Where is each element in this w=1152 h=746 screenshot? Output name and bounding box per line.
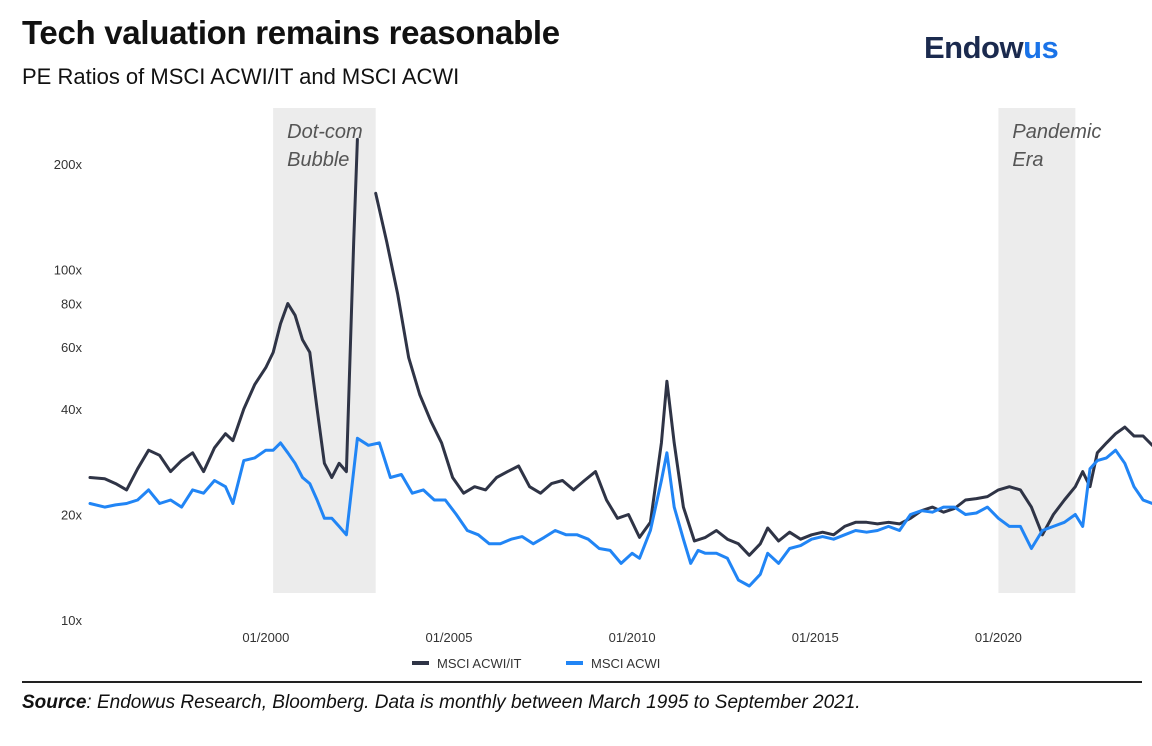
logo-part-2: us xyxy=(1023,30,1059,65)
y-tick-label-200x: 200x xyxy=(54,157,83,172)
source-label: Source xyxy=(22,692,87,713)
y-tick-label-40x: 40x xyxy=(61,402,82,417)
legend-label-1: MSCI ACWI/IT xyxy=(437,656,522,671)
chart-title: Tech valuation remains reasonable xyxy=(22,14,560,51)
x-tick-label-01-2005: 01/2005 xyxy=(425,630,472,645)
y-tick-label-80x: 80x xyxy=(61,296,82,311)
shaded-period-label-1-line-2: Bubble xyxy=(287,149,349,171)
x-tick-label-01-2000: 01/2000 xyxy=(242,630,289,645)
shaded-period-label-2-line-2: Era xyxy=(1012,149,1043,171)
logo-part-1: Endow xyxy=(924,30,1024,65)
source-text: : Endowus Research, Bloomberg. Data is m… xyxy=(86,692,861,713)
y-tick-label-60x: 60x xyxy=(61,340,82,355)
legend-label-2: MSCI ACWI xyxy=(591,656,660,671)
x-tick-label-01-2015: 01/2015 xyxy=(792,630,839,645)
y-tick-label-10x: 10x xyxy=(61,613,82,628)
shaded-period-1 xyxy=(273,108,376,593)
source-note: Source: Endowus Research, Bloomberg. Dat… xyxy=(22,692,861,714)
y-tick-label-100x: 100x xyxy=(54,262,83,277)
x-tick-label-01-2020: 01/2020 xyxy=(975,630,1022,645)
series-line-msci-acwi-it-segment-2 xyxy=(374,191,1152,557)
x-tick-label-01-2010: 01/2010 xyxy=(609,630,656,645)
series-line-msci-acwi-segment-1 xyxy=(88,436,1152,588)
shaded-period-2 xyxy=(998,108,1076,593)
y-tick-label-20x: 20x xyxy=(61,507,82,522)
footer-divider xyxy=(22,681,1142,683)
shaded-period-label-2-line-1: Pandemic xyxy=(1012,121,1101,143)
endowus-logo: Endowus xyxy=(924,30,1059,66)
shaded-period-label-1-line-1: Dot-com xyxy=(287,121,363,143)
series-line-msci-acwi-it-segment-1 xyxy=(88,137,359,492)
chart-subtitle: PE Ratios of MSCI ACWI/IT and MSCI ACWI xyxy=(22,64,460,89)
